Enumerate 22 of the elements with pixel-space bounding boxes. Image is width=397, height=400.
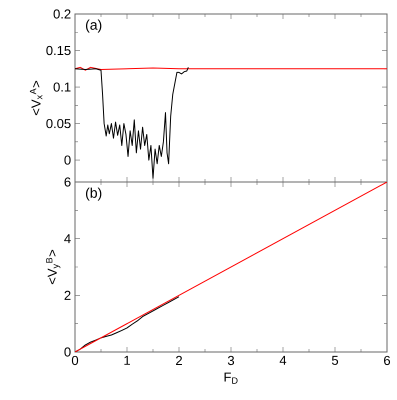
y-tick-label: 2 — [64, 290, 70, 300]
x-tick-label: 5 — [332, 356, 338, 365]
x-tick-label: 0 — [72, 356, 78, 366]
y-tick-label: 0.05 — [46, 118, 71, 128]
y-tick-label: 0 — [64, 347, 71, 357]
annotation: (a) — [86, 20, 102, 33]
y-tick-label: 0.2 — [54, 9, 70, 19]
x-tick-label: 2 — [176, 356, 182, 365]
x-axis-title: F$_{D}$ — [224, 372, 238, 384]
y-axis-title: <V$_{x}$$^{A}$> — [30, 80, 42, 116]
y-tick-label: 0.15 — [46, 46, 71, 56]
annotation: (b) — [86, 188, 102, 201]
x-tick-label: 4 — [280, 356, 286, 365]
x-tick-label: 6 — [384, 356, 390, 366]
x-tick-label: 1 — [124, 356, 130, 365]
y-tick-label: 0 — [64, 155, 71, 165]
x-tick-label: 3 — [228, 356, 234, 366]
y-tick-label: 4 — [64, 234, 71, 244]
y-tick-label: 0.1 — [54, 82, 70, 92]
y-axis-title: <V$_{y}$$^{B}$> — [46, 250, 60, 284]
line-series — [75, 66, 189, 179]
y-tick-label: 6 — [64, 177, 71, 187]
